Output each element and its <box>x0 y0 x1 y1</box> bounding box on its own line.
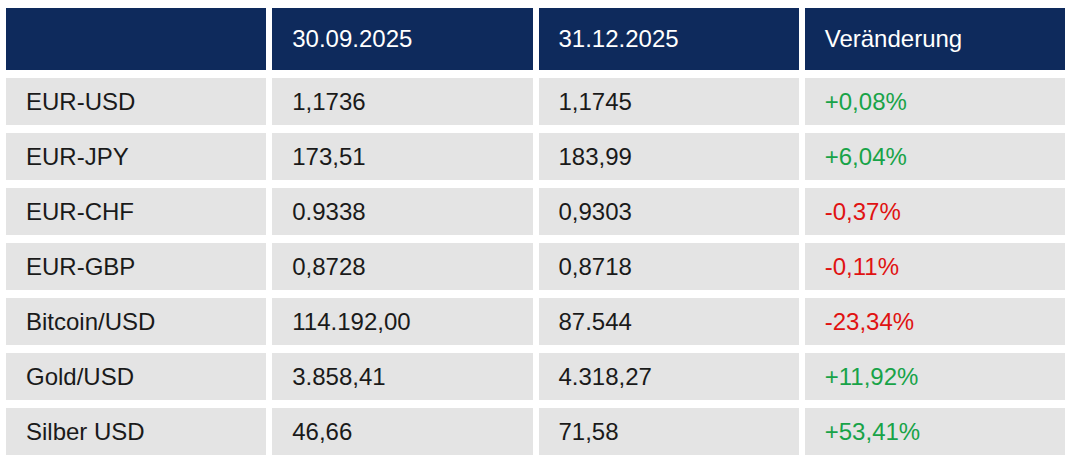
instrument-label: EUR-GBP <box>6 243 266 290</box>
value-end-cell: 183,99 <box>539 133 799 180</box>
value-start-cell: 0,8728 <box>272 243 532 290</box>
value-start-cell: 46,66 <box>272 408 532 455</box>
value-end-cell: 71,58 <box>539 408 799 455</box>
header-cell-instrument <box>6 8 266 70</box>
value-end-cell: 0,8718 <box>539 243 799 290</box>
instrument-label: EUR-CHF <box>6 188 266 235</box>
table-header: 30.09.2025 31.12.2025 Veränderung <box>6 8 1065 70</box>
table-row: EUR-CHF 0.9338 0,9303 -0,37% <box>6 188 1065 235</box>
instrument-label: Silber USD <box>6 408 266 455</box>
value-end-cell: 1,1745 <box>539 78 799 125</box>
instrument-label: EUR-USD <box>6 78 266 125</box>
value-end-cell: 87.544 <box>539 298 799 345</box>
header-cell-date-end: 31.12.2025 <box>539 8 799 70</box>
change-cell: +53,41% <box>805 408 1065 455</box>
header-cell-date-start: 30.09.2025 <box>272 8 532 70</box>
table-row: EUR-GBP 0,8728 0,8718 -0,11% <box>6 243 1065 290</box>
change-cell: +0,08% <box>805 78 1065 125</box>
value-end-cell: 4.318,27 <box>539 353 799 400</box>
instrument-label: Bitcoin/USD <box>6 298 266 345</box>
table-row: EUR-USD 1,1736 1,1745 +0,08% <box>6 78 1065 125</box>
change-cell: +11,92% <box>805 353 1065 400</box>
table-body: EUR-USD 1,1736 1,1745 +0,08% EUR-JPY 173… <box>6 78 1065 455</box>
change-cell: -0,11% <box>805 243 1065 290</box>
value-start-cell: 3.858,41 <box>272 353 532 400</box>
table-row: Bitcoin/USD 114.192,00 87.544 -23,34% <box>6 298 1065 345</box>
value-end-cell: 0,9303 <box>539 188 799 235</box>
header-row: 30.09.2025 31.12.2025 Veränderung <box>6 8 1065 70</box>
table-row: Gold/USD 3.858,41 4.318,27 +11,92% <box>6 353 1065 400</box>
table-row: Silber USD 46,66 71,58 +53,41% <box>6 408 1065 455</box>
market-data-table: 30.09.2025 31.12.2025 Veränderung EUR-US… <box>0 0 1071 463</box>
instrument-label: EUR-JPY <box>6 133 266 180</box>
instrument-label: Gold/USD <box>6 353 266 400</box>
value-start-cell: 1,1736 <box>272 78 532 125</box>
value-start-cell: 0.9338 <box>272 188 532 235</box>
header-cell-change: Veränderung <box>805 8 1065 70</box>
change-cell: -23,34% <box>805 298 1065 345</box>
value-start-cell: 114.192,00 <box>272 298 532 345</box>
change-cell: +6,04% <box>805 133 1065 180</box>
change-cell: -0,37% <box>805 188 1065 235</box>
table-row: EUR-JPY 173,51 183,99 +6,04% <box>6 133 1065 180</box>
value-start-cell: 173,51 <box>272 133 532 180</box>
